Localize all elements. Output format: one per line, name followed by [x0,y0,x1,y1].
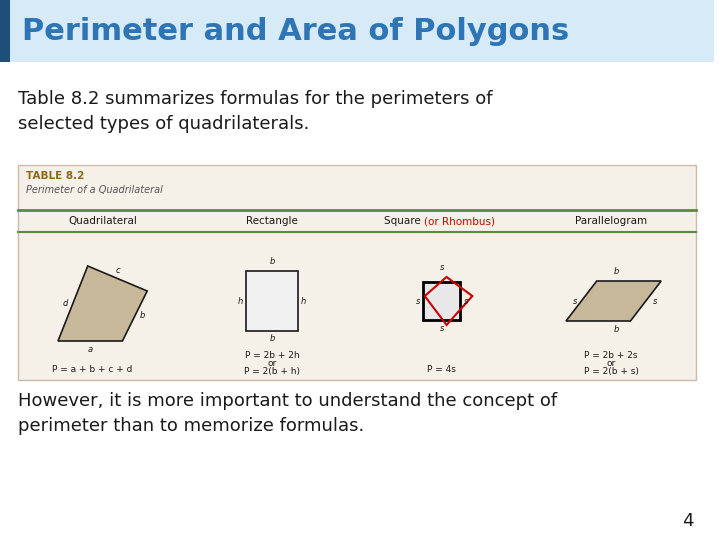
Text: Perimeter and Area of Polygons: Perimeter and Area of Polygons [22,17,569,45]
Text: s: s [415,296,420,306]
Text: or: or [606,359,616,368]
Text: Square: Square [384,216,424,226]
FancyBboxPatch shape [0,0,714,62]
Text: s: s [439,324,444,333]
Text: P = 2(b + h): P = 2(b + h) [244,367,300,376]
Text: Rectangle: Rectangle [246,216,298,226]
Text: d: d [62,299,68,308]
Text: b: b [269,257,275,266]
Polygon shape [566,281,661,321]
Text: 4: 4 [683,512,694,530]
Text: s: s [572,296,577,306]
FancyBboxPatch shape [0,62,714,540]
FancyBboxPatch shape [0,0,10,62]
Text: h: h [238,296,243,306]
Text: b: b [613,267,618,276]
Text: P = 2b + 2s: P = 2b + 2s [585,351,638,360]
Text: a: a [88,345,93,354]
Text: P = 2b + 2h: P = 2b + 2h [245,351,300,360]
Text: (or Rhombus): (or Rhombus) [424,216,495,226]
Text: Quadrilateral: Quadrilateral [68,216,137,226]
Text: Parallelogram: Parallelogram [575,216,647,226]
Text: Perimeter of a Quadrilateral: Perimeter of a Quadrilateral [26,185,163,195]
Text: P = 4s: P = 4s [427,365,456,374]
Text: c: c [115,266,120,275]
Text: s: s [439,263,444,272]
FancyBboxPatch shape [423,282,460,320]
Text: b: b [269,334,275,343]
Text: Table 8.2 summarizes formulas for the perimeters of
selected types of quadrilate: Table 8.2 summarizes formulas for the pe… [18,90,492,133]
Text: s: s [464,296,468,306]
Text: b: b [613,325,618,334]
Text: However, it is more important to understand the concept of
perimeter than to mem: However, it is more important to underst… [18,392,557,435]
Text: h: h [301,296,307,306]
FancyBboxPatch shape [18,165,696,380]
FancyBboxPatch shape [246,271,298,331]
Text: b: b [140,312,145,321]
Text: s: s [653,296,657,306]
Text: or: or [267,359,276,368]
Text: TABLE 8.2: TABLE 8.2 [26,171,84,181]
Text: P = 2(b + s): P = 2(b + s) [584,367,639,376]
Text: P = a + b + c + d: P = a + b + c + d [53,365,133,374]
Polygon shape [58,266,147,341]
